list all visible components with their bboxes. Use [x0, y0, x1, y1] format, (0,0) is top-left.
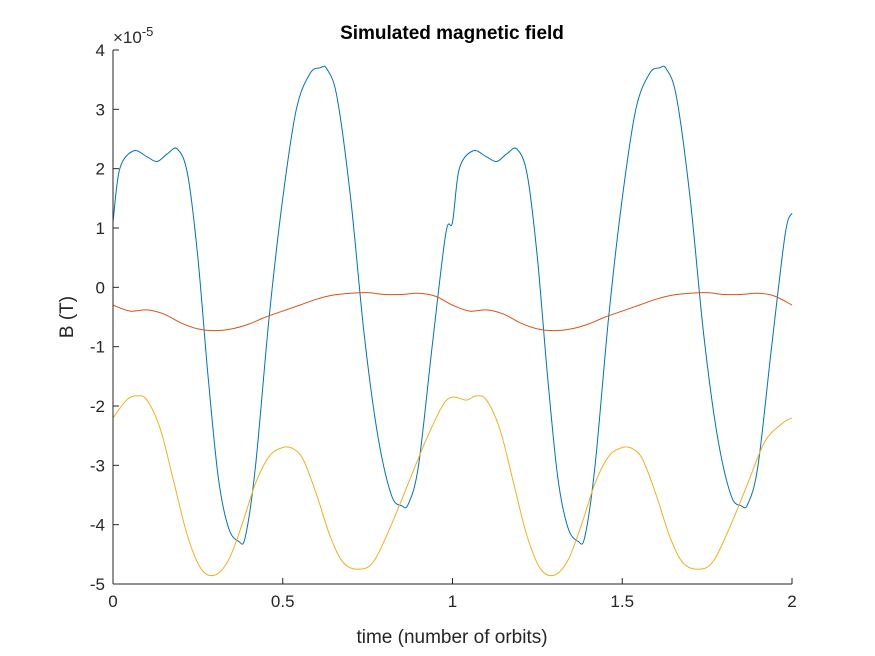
series-group: [112, 65, 793, 577]
y-tick-label: -3: [90, 456, 105, 475]
y-exponent-base: ×10: [113, 28, 142, 47]
x-ticks: 0 0.5 1 1.5 2: [108, 578, 797, 611]
plot-background: [113, 50, 792, 584]
y-tick-label: -5: [90, 575, 105, 594]
x-tick-label: 1: [448, 592, 457, 611]
series-line-bz: [112, 395, 793, 577]
y-tick-label: 1: [96, 219, 105, 238]
chart-title: Simulated magnetic field: [340, 23, 564, 44]
y-axis-label: B (T): [57, 296, 78, 338]
series-line-by: [112, 292, 793, 332]
y-exponent-label: ×10-5: [113, 24, 153, 47]
y-tick-label: -4: [90, 516, 105, 535]
x-tick-label: 2: [787, 592, 796, 611]
x-tick-label: 1.5: [610, 592, 634, 611]
y-ticks: -5 -4 -3 -2 -1 0 1 2 3 4: [90, 41, 119, 594]
x-tick-label: 0: [108, 592, 117, 611]
y-tick-label: 0: [96, 278, 105, 297]
y-tick-label: -1: [90, 338, 105, 357]
y-tick-label: -2: [90, 397, 105, 416]
y-exponent-power: -5: [142, 24, 154, 39]
x-axis-label: time (number of orbits): [356, 627, 547, 648]
y-tick-label: 4: [96, 41, 105, 60]
y-tick-label: 2: [96, 160, 105, 179]
y-tick-label: 3: [96, 100, 105, 119]
series-line-bx: [112, 65, 793, 545]
x-tick-label: 0.5: [271, 592, 295, 611]
